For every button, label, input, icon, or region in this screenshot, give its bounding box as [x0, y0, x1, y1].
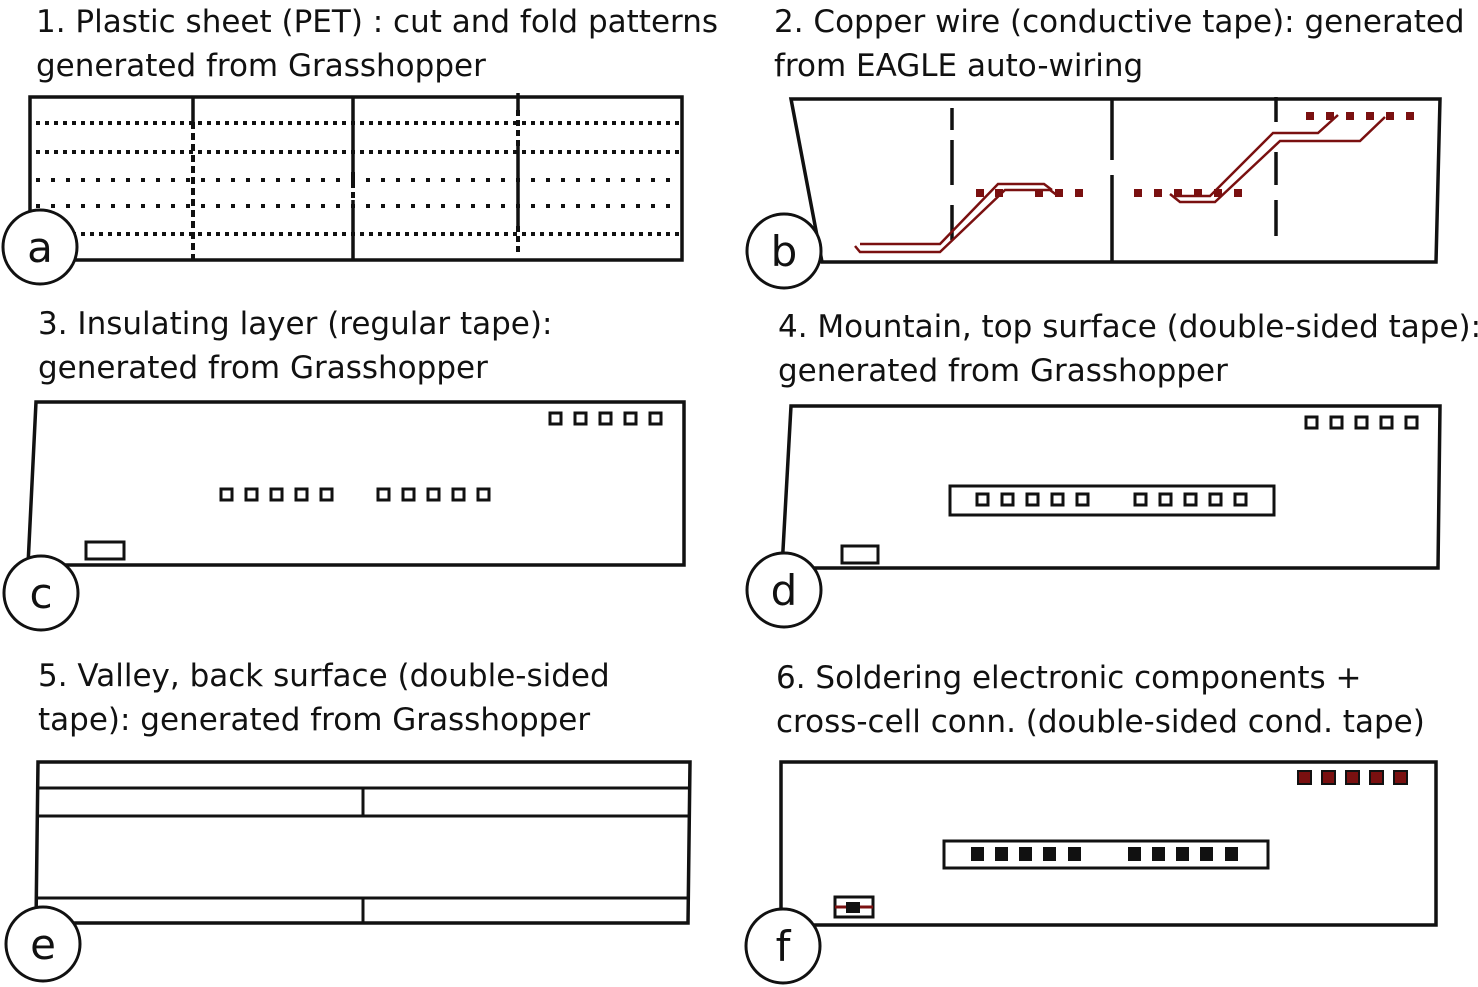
panel-e-label-circle: [4, 905, 82, 983]
caption-5-line-2: tape): generated from Grasshopper: [38, 702, 591, 738]
caption-1-line-1: 1. Plastic sheet (PET) : cut and fold pa…: [36, 4, 719, 40]
smd-component: [833, 895, 875, 919]
caption-3: 3. Insulating layer (regular tape): gene…: [38, 302, 552, 390]
solder-sheet-outline: [779, 760, 1438, 927]
pet-sheet-outline: [28, 95, 684, 262]
panel-d-label-circle: [745, 551, 823, 629]
perforation-rows: [36, 121, 680, 236]
panel-a-letter: a: [27, 223, 53, 272]
component-window: [942, 839, 1270, 870]
caption-3-line-2: generated from Grasshopper: [38, 350, 488, 386]
copper-trace-1: [854, 188, 1059, 254]
panel-d: d: [745, 404, 1442, 629]
caption-2-line-1: 2. Copper wire (conductive tape): genera…: [774, 4, 1465, 40]
caption-2-line-2: from EAGLE auto-wiring: [774, 48, 1144, 84]
caption-1: 1. Plastic sheet (PET) : cut and fold pa…: [36, 0, 718, 88]
caption-6-line-1: 6. Soldering electronic components +: [776, 660, 1362, 696]
panel-f-label-circle: [744, 907, 822, 985]
valley-strips: [38, 786, 690, 923]
copper-sheet-outline: [788, 97, 1442, 264]
caption-6: 6. Soldering electronic components + cro…: [776, 656, 1425, 744]
caption-6-line-2: cross-cell conn. (double-sided cond. tap…: [776, 704, 1425, 740]
valley-sheet-outline: [34, 760, 692, 925]
mountain-openings: [840, 415, 1419, 565]
caption-1-line-2: generated from Grasshopper: [36, 48, 486, 84]
fold-marks: [950, 97, 1278, 262]
mountain-sheet-outline: [780, 404, 1442, 570]
panel-f-letter: f: [776, 922, 792, 971]
panel-f: f: [744, 760, 1438, 985]
panel-d-letter: d: [771, 566, 798, 615]
panel-e: e: [4, 760, 692, 983]
panel-e-letter: e: [30, 920, 56, 969]
panel-b-label-circle: [745, 212, 823, 290]
tape-window: [948, 484, 1276, 517]
caption-2: 2. Copper wire (conductive tape): genera…: [774, 0, 1465, 88]
copper-pads: [976, 112, 1414, 197]
caption-5-line-1: 5. Valley, back surface (double-sided: [38, 658, 610, 694]
fold-lines: [191, 93, 520, 260]
panel-a-label-circle: [1, 208, 79, 286]
insulating-sheet-outline: [26, 400, 686, 567]
copper-traces: [854, 114, 1386, 254]
caption-5: 5. Valley, back surface (double-sided ta…: [38, 654, 610, 742]
soldered-component-pins: [971, 847, 1238, 861]
panel-a: a: [1, 93, 684, 286]
panel-c-label-circle: [2, 554, 80, 632]
panel-b-letter: b: [771, 227, 798, 276]
panel-c: c: [2, 400, 686, 632]
caption-4-line-1: 4. Mountain, top surface (double-sided t…: [778, 309, 1478, 345]
caption-4-line-2: generated from Grasshopper: [778, 353, 1228, 389]
copper-trace-1b: [860, 182, 1053, 246]
panel-b: b: [745, 97, 1442, 290]
top-connector-pads: [1297, 770, 1408, 785]
copper-trace-2: [1169, 116, 1386, 204]
caption-3-line-1: 3. Insulating layer (regular tape):: [38, 306, 553, 342]
caption-4: 4. Mountain, top surface (double-sided t…: [778, 305, 1478, 393]
panel-c-letter: c: [29, 569, 52, 618]
copper-trace-2b: [1176, 114, 1339, 198]
insulating-openings: [84, 411, 663, 561]
